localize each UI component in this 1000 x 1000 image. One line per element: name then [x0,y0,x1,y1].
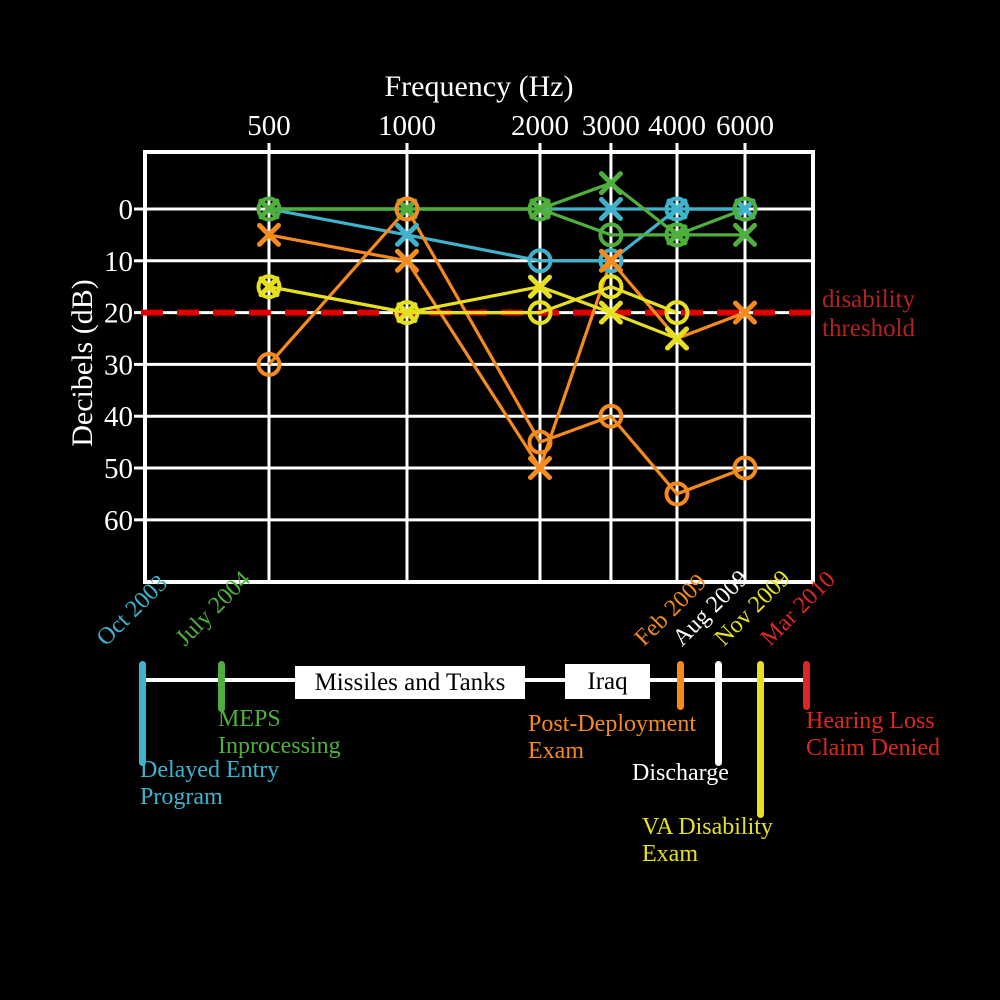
marker-x [396,198,418,220]
x-tick-label: 2000 [511,110,569,142]
marker-x [527,274,552,299]
plot-frame [143,150,815,584]
timeline-tick-aug-2009 [714,661,722,766]
timeline-event-label: Hearing Loss Claim Denied [806,708,940,762]
marker-circle [598,248,624,274]
timeline-event-label-line: Program [140,784,223,810]
timeline-tick-july-2004 [217,661,225,712]
x-tick-label: 3000 [582,110,640,142]
series-line-orange [267,206,746,496]
marker-x [394,222,419,247]
y-tick-label: 50 [104,453,133,485]
timeline-event-label: VA Disability Exam [642,814,773,868]
marker-circle [664,222,690,248]
marker-x [666,224,688,246]
timeline-event-label-line: Post-Deployment [528,711,696,737]
marker-x [258,276,280,298]
x-tick-label: 6000 [716,110,774,142]
timeline-event-label: MEPS Inprocessing [218,706,341,760]
timeline-event-label-line: Discharge [632,760,729,786]
timeline-period-iraq: Iraq [565,664,650,699]
timeline-tick-nov-2009 [756,661,764,818]
marker-x [527,456,552,481]
marker-circle [664,196,690,222]
y-tick-label: 10 [104,246,133,278]
timeline-period-missiles-and-tanks: Missiles and Tanks [295,666,525,699]
x-tick-label: 4000 [648,110,706,142]
marker-circle [527,196,553,222]
timeline-period-iraq-line: Iraq [587,667,628,695]
marker-circle [732,455,758,481]
timeline-tick-oct-2003 [138,661,146,766]
timeline-event-label: Discharge [632,760,729,787]
threshold-label-line1: disability [822,286,916,313]
marker-circle [256,196,282,222]
marker-x [598,196,623,221]
marker-circle [256,274,282,300]
timeline-event-label-line: Exam [528,738,584,764]
marker-x [394,248,419,273]
marker-x [598,300,623,325]
marker-x [664,326,689,351]
timeline-period-missiles-and-tanks-line: Missiles and Tanks [314,668,506,696]
marker-circle [527,248,553,274]
y-tick-label: 0 [119,194,134,226]
audiogram-chart: 0 10 20 30 40 50 60 500 1000 2000 3000 4000 6000 [104,110,817,584]
timeline-event-label-line: Inprocessing [218,733,341,759]
y-axis-title: Decibels (dB) [66,279,99,447]
marker-x [396,302,418,324]
marker-x [529,198,551,220]
marker-x [666,198,688,220]
marker-circle [527,300,553,326]
timeline-event-label: Post-Deployment Exam [528,711,696,765]
marker-circle [527,429,553,455]
marker-circle [394,300,420,326]
marker-x [598,248,623,273]
marker-x [732,222,757,247]
marker-circle [732,196,758,222]
marker-x [256,222,281,247]
y-tick-label: 20 [104,298,133,330]
y-tick-label: 40 [104,401,133,433]
marker-circle [664,481,690,507]
marker-circle [598,403,624,429]
timeline-event-label-line: Delayed Entry [140,757,280,783]
marker-x [598,171,623,196]
marker-circle [598,222,624,248]
timeline-event-label: Delayed Entry Program [140,757,279,811]
x-tick-label: 500 [247,110,291,142]
chart-title: Frequency (Hz) [384,70,574,103]
marker-x [734,198,756,220]
y-tick-label: 60 [104,505,133,537]
marker-x [732,300,757,325]
y-tick-label: 30 [104,349,133,381]
threshold-label-line2: threshold [822,315,916,342]
timeline-tick-mar-2010 [802,661,810,710]
series-line-orange [268,233,746,472]
marker-x [258,198,280,220]
marker-circle [598,274,624,300]
x-tick-label: 1000 [378,110,436,142]
timeline-event-label-line: Hearing Loss [806,708,935,734]
timeline-event-label-line: VA Disability [642,814,773,840]
disability-threshold-label: disability threshold [822,285,915,343]
marker-circle [256,351,282,377]
timeline-event-label-line: MEPS [218,706,281,732]
marker-circle [664,300,690,326]
timeline-event-label-line: Exam [642,841,698,867]
timeline-event-label-line: Claim Denied [806,735,940,761]
marker-circle [394,196,420,222]
timeline-tick-feb-2009 [676,661,684,710]
